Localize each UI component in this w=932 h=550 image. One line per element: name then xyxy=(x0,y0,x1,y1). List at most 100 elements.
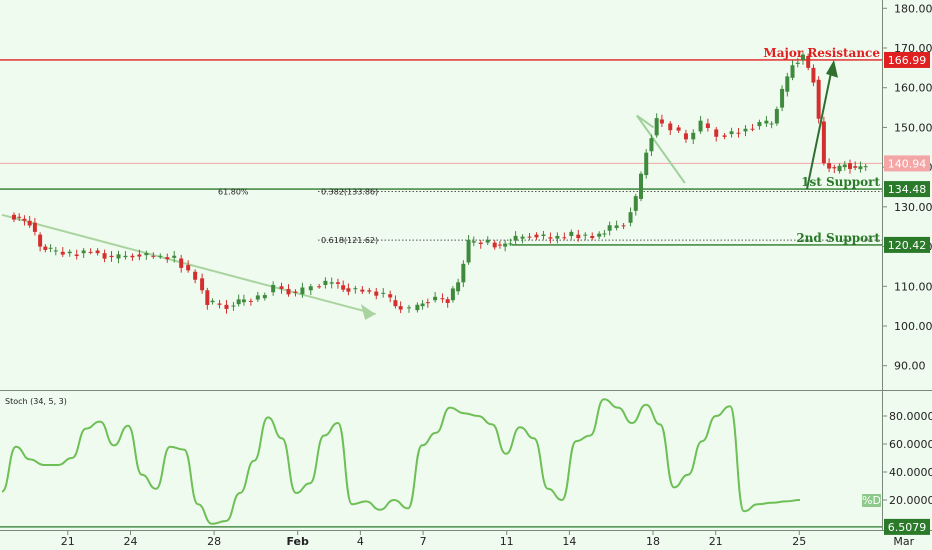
candle-body xyxy=(172,255,177,258)
x-tick-label: 21 xyxy=(709,535,723,548)
candle-body xyxy=(210,300,215,303)
x-tick-label: 7 xyxy=(420,535,427,548)
candle-body xyxy=(248,300,253,302)
candle-body xyxy=(858,166,863,170)
candle-body xyxy=(193,271,198,280)
price-y-tick-label: 110.00 xyxy=(894,280,932,293)
candle-body xyxy=(534,234,539,238)
candle-body xyxy=(485,239,490,243)
candle-body xyxy=(32,222,37,232)
candle-body xyxy=(698,120,703,132)
candle-body xyxy=(757,122,762,127)
stoch-series-tag-bg xyxy=(862,494,881,507)
candle-body xyxy=(456,282,461,292)
candle-body xyxy=(116,254,121,259)
last-price-tag: 140.94 xyxy=(888,157,927,170)
x-tick-label: 18 xyxy=(646,535,660,548)
candle-body xyxy=(508,243,513,245)
candle-body xyxy=(774,108,779,124)
candle-body xyxy=(785,76,790,92)
candle-body xyxy=(590,235,595,239)
candle-body xyxy=(60,251,65,255)
candle-body xyxy=(81,250,86,254)
candle-body xyxy=(95,250,100,254)
candle-body xyxy=(853,166,858,168)
candle-body xyxy=(633,196,638,211)
level-tag-bg-2 xyxy=(884,236,930,253)
candle-body xyxy=(676,127,681,131)
candle-body xyxy=(520,236,525,239)
candle-body xyxy=(200,278,205,291)
candle-body xyxy=(513,235,518,241)
level-label-0: Major Resistance xyxy=(763,46,880,60)
candle-body xyxy=(837,165,842,172)
stoch-y-tick-label: 20.0000 xyxy=(889,494,932,507)
level-tag-0: 166.99 xyxy=(888,54,927,67)
candle-body xyxy=(415,304,420,311)
candle-body xyxy=(466,239,471,263)
candle-body xyxy=(780,88,785,108)
stoch-value-tag: 6.5079 xyxy=(888,521,927,534)
candle-body xyxy=(654,118,659,136)
candle-body xyxy=(123,255,128,258)
candle-body xyxy=(848,163,852,169)
candle-body xyxy=(811,67,816,83)
x-tick-label: Feb xyxy=(286,535,309,548)
fib-label-0: 0.382(133.86) xyxy=(321,188,378,197)
axis-layer: 90.00100.00110.00120.00130.00140.00150.0… xyxy=(61,2,932,548)
candle-body xyxy=(48,247,53,249)
candle-body xyxy=(614,225,619,229)
candle-body xyxy=(271,284,276,293)
price-y-tick-label: 180.00 xyxy=(894,2,932,15)
candle-body xyxy=(179,258,184,268)
candle-body xyxy=(279,286,284,289)
candle-body xyxy=(478,242,483,244)
projection-arrow xyxy=(806,67,833,190)
price-y-tick-label: 130.00 xyxy=(894,201,932,214)
candle-body xyxy=(102,253,107,259)
candle-body xyxy=(393,300,398,307)
candle-body xyxy=(842,164,847,168)
candle-body xyxy=(27,220,32,226)
candle-body xyxy=(795,62,800,64)
candle-body xyxy=(130,255,135,258)
projection-arrowhead xyxy=(826,59,838,78)
candle-body xyxy=(583,234,588,236)
level-tag-bg-0 xyxy=(884,51,930,68)
candle-body xyxy=(17,216,22,218)
candle-body xyxy=(22,218,27,221)
candle-body xyxy=(308,286,313,291)
candle-body xyxy=(398,306,403,310)
candle-body xyxy=(300,287,305,295)
candle-body xyxy=(628,212,633,223)
candle-body xyxy=(217,303,222,305)
candle-body xyxy=(341,285,346,290)
candle-body xyxy=(541,234,546,236)
price-y-tick-label: 170.00 xyxy=(894,42,932,55)
candle-body xyxy=(425,302,430,304)
candle-body xyxy=(800,54,805,60)
candle-body xyxy=(705,123,710,129)
candle-body xyxy=(293,291,298,293)
candle-body xyxy=(67,251,72,254)
level-label-2: 2nd Support xyxy=(796,231,880,245)
stoch-value-tag-bg xyxy=(884,518,930,535)
candle-body xyxy=(433,296,438,301)
candle-body xyxy=(440,298,445,300)
candle-body xyxy=(576,234,581,239)
level-tag-1: 134.48 xyxy=(888,183,927,196)
price-y-tick-label: 100.00 xyxy=(894,320,932,333)
candle-body xyxy=(714,129,719,137)
candle-body xyxy=(548,237,553,239)
trend-line xyxy=(1,213,376,316)
level-label-1: 1st Support xyxy=(801,175,880,189)
candle-body xyxy=(649,138,654,152)
candle-body xyxy=(323,280,328,285)
candle-body xyxy=(621,225,626,227)
swing-arrow-down xyxy=(636,114,686,184)
reference-lines xyxy=(0,59,882,321)
